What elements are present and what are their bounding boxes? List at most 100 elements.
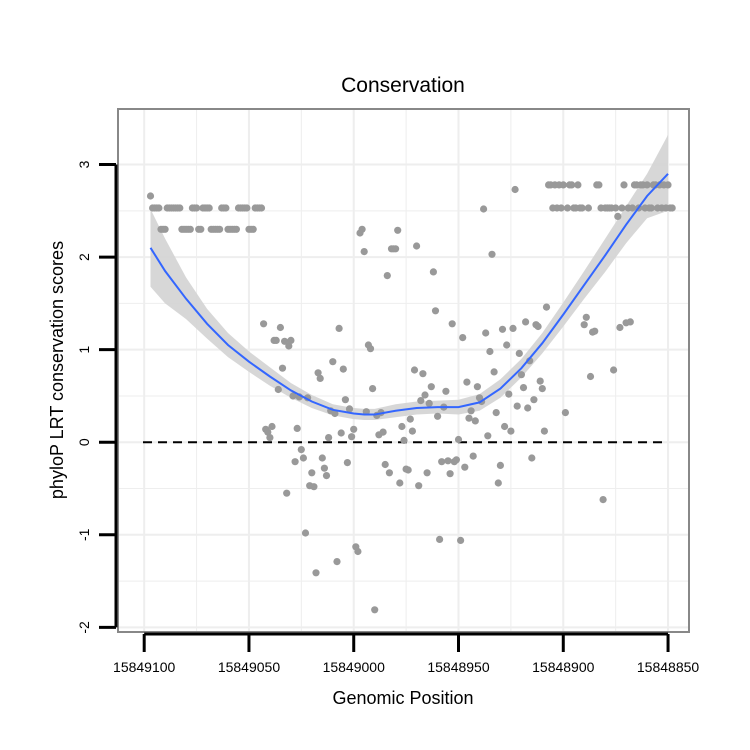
data-point — [484, 432, 492, 440]
data-point — [425, 399, 433, 407]
data-point — [431, 307, 440, 315]
data-point — [568, 181, 576, 189]
data-point — [473, 383, 481, 391]
data-point — [268, 422, 276, 431]
smooth-curve-group — [149, 173, 669, 416]
data-point — [434, 412, 442, 420]
data-point — [511, 185, 519, 194]
data-point — [507, 427, 515, 435]
data-point — [316, 374, 324, 382]
data-point — [423, 469, 431, 477]
data-point — [626, 318, 634, 326]
data-point — [308, 469, 316, 477]
data-point — [580, 321, 588, 329]
data-point — [276, 323, 284, 332]
data-point — [448, 320, 456, 328]
data-point — [285, 342, 293, 350]
data-point — [358, 225, 366, 233]
data-point — [534, 322, 542, 331]
data-point — [312, 569, 320, 577]
data-point — [429, 268, 437, 276]
data-point — [301, 529, 310, 537]
data-point — [232, 225, 240, 233]
x-tick-label: 15849050 — [218, 659, 281, 675]
data-point — [329, 358, 337, 366]
data-point — [582, 313, 590, 321]
data-point — [320, 464, 328, 472]
data-point — [197, 225, 205, 233]
data-point — [310, 483, 318, 491]
data-point — [488, 250, 496, 258]
data-point — [274, 385, 282, 394]
data-point — [278, 364, 287, 372]
y-tick-label: 1 — [76, 346, 92, 354]
data-point — [501, 422, 509, 431]
data-point — [385, 469, 393, 477]
x-axis-ticks: 15849100 15849050 15849000 15848950 15848900… — [113, 632, 699, 675]
data-point — [463, 378, 471, 386]
data-point — [647, 204, 655, 212]
data-point — [322, 472, 331, 480]
x-tick-label: 15849100 — [113, 659, 176, 675]
data-point — [457, 536, 465, 545]
y-axis-label: phyloP LRT conservation scores — [47, 241, 67, 499]
data-point — [559, 181, 567, 189]
data-point — [161, 225, 169, 233]
data-point — [222, 204, 230, 212]
data-point — [616, 323, 624, 332]
data-point — [459, 334, 467, 342]
data-point — [599, 496, 607, 504]
data-point — [293, 424, 301, 432]
data-point — [528, 454, 536, 462]
data-point — [297, 446, 305, 454]
data-point — [272, 336, 280, 344]
x-tick-label: 15849000 — [323, 659, 386, 675]
data-point — [530, 396, 538, 404]
data-point — [540, 427, 549, 435]
data-point — [595, 181, 603, 189]
data-point — [438, 458, 446, 466]
data-point — [643, 181, 651, 189]
data-point — [610, 366, 618, 374]
smooth-curve — [149, 173, 669, 416]
data-point — [446, 470, 454, 478]
y-tick-label: 0 — [76, 438, 92, 446]
x-axis-label: Genomic Position — [332, 688, 473, 708]
data-point — [469, 452, 477, 460]
data-point — [243, 204, 251, 212]
data-point — [193, 204, 201, 212]
data-point — [283, 489, 291, 497]
data-point — [335, 324, 343, 332]
data-point — [369, 385, 377, 393]
data-point — [264, 428, 272, 436]
data-point — [509, 324, 517, 332]
data-point — [249, 225, 257, 233]
data-point — [413, 242, 421, 250]
data-point — [289, 392, 297, 400]
data-point — [343, 459, 351, 467]
data-point — [620, 181, 628, 189]
data-point — [482, 329, 490, 337]
data-point — [436, 535, 444, 544]
data-point — [396, 479, 404, 487]
data-point — [383, 272, 391, 280]
data-point — [427, 383, 435, 391]
data-point — [216, 225, 224, 233]
data-point — [287, 336, 295, 344]
data-point — [398, 422, 406, 431]
data-point — [524, 404, 532, 412]
data-point — [379, 428, 387, 436]
panel-border — [117, 108, 690, 633]
data-point — [348, 433, 356, 441]
y-tick-label: -1 — [76, 528, 92, 541]
data-point — [503, 341, 511, 349]
data-point — [586, 372, 595, 381]
data-point — [628, 204, 637, 212]
data-point — [341, 396, 349, 404]
data-point — [186, 225, 194, 233]
data-point — [467, 407, 475, 415]
data-point — [337, 429, 345, 437]
data-point — [360, 248, 368, 256]
data-point — [452, 456, 460, 464]
